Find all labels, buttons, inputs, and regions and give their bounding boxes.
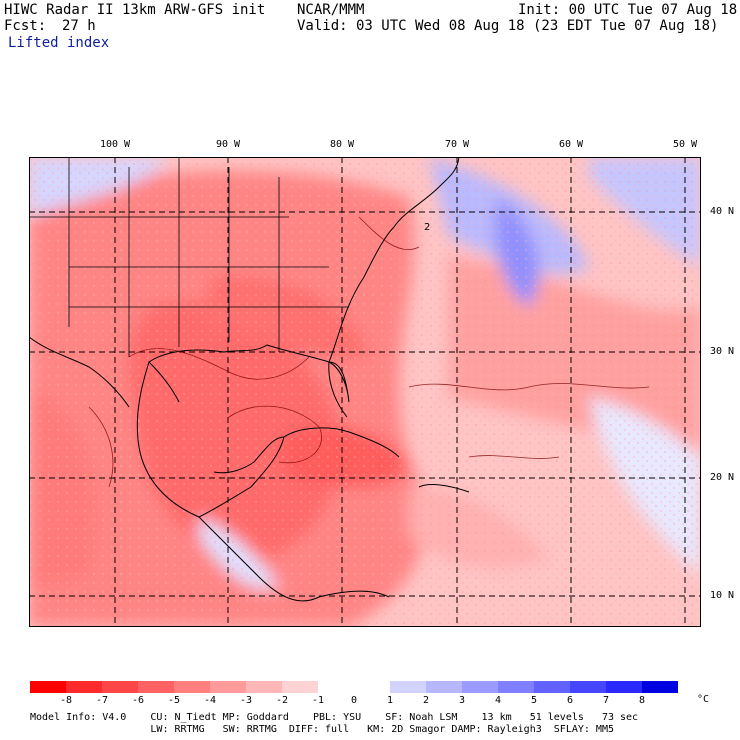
lon-label-100w: 100 W xyxy=(99,139,131,150)
colorbar-tick-label: 0 xyxy=(350,695,358,706)
colorbar-cell xyxy=(318,681,354,693)
colorbar-tick-label: -6 xyxy=(131,695,145,706)
colorbar-tick-label: -7 xyxy=(95,695,109,706)
lon-label-70w: 70 W xyxy=(444,139,470,150)
lat-label-30n: 30 N xyxy=(710,346,735,357)
hispaniola-outline xyxy=(418,484,470,493)
lat-label-20n: 20 N xyxy=(710,472,735,483)
lon-label-90w: 90 W xyxy=(215,139,241,150)
colorbar-unit: °C xyxy=(697,694,710,705)
colorbar-cell xyxy=(174,681,210,693)
colorbar-cell xyxy=(390,681,426,693)
fcst-value: 27 h xyxy=(62,18,96,34)
colorbar-cell xyxy=(570,681,606,693)
colorbar-tick-label: 4 xyxy=(494,695,502,706)
lat-label-40n: 40 N xyxy=(710,206,735,217)
model-title: HIWC Radar II 13km ARW-GFS init xyxy=(4,2,266,18)
init-time: Init: 00 UTC Tue 07 Aug 18 xyxy=(518,2,738,18)
state-borders xyxy=(29,157,349,357)
colorbar-cell xyxy=(642,681,678,693)
coastlines xyxy=(29,157,470,602)
gulf-coast-outline xyxy=(148,344,350,403)
lon-label-50w: 50 W xyxy=(672,139,698,150)
colorbar-cell xyxy=(498,681,534,693)
model-info-line1: Model Info: V4.0 CU: N_Tiedt MP: Goddard… xyxy=(30,712,639,723)
colorbar-cell xyxy=(138,681,174,693)
lon-label-60w: 60 W xyxy=(558,139,584,150)
lifted-index-map: 2 xyxy=(29,157,701,627)
contour-label: 2 xyxy=(424,222,430,233)
colorbar-tick-label: -8 xyxy=(59,695,73,706)
lon-label-80w: 80 W xyxy=(329,139,355,150)
colorbar-tick-label: 2 xyxy=(422,695,430,706)
colorbar-tick-label: -4 xyxy=(203,695,217,706)
colorbar-tick-label: -2 xyxy=(275,695,289,706)
colorbar-tick-label: 6 xyxy=(566,695,574,706)
mexico-outline xyxy=(136,361,285,518)
colorbar-cell xyxy=(246,681,282,693)
central-america-outline xyxy=(198,516,390,602)
florida-outline xyxy=(328,361,348,418)
colorbar-cell xyxy=(426,681,462,693)
east-coast-outline xyxy=(328,157,460,363)
map-frame xyxy=(29,157,701,627)
colorbar-tick-label: 3 xyxy=(458,695,466,706)
colorbar-cell xyxy=(282,681,318,693)
colorbar xyxy=(30,681,678,693)
colorbar-tick-label: 5 xyxy=(530,695,538,706)
colorbar-tick-label: 7 xyxy=(602,695,610,706)
colorbar-cell xyxy=(30,681,66,693)
colorbar-cell xyxy=(534,681,570,693)
model-info-line2: LW: RRTMG SW: RRTMG DIFF: full KM: 2D Sm… xyxy=(30,724,614,735)
colorbar-cell xyxy=(354,681,390,693)
colorbar-cell xyxy=(66,681,102,693)
colorbar-cell xyxy=(102,681,138,693)
org-label: NCAR/MMM xyxy=(297,2,365,18)
field-name: Lifted index xyxy=(8,35,110,51)
colorbar-tick-label: 1 xyxy=(386,695,394,706)
colorbar-tick-label: -1 xyxy=(311,695,325,706)
valid-time: Valid: 03 UTC Wed 08 Aug 18 (23 EDT Tue … xyxy=(297,18,719,34)
colorbar-tick-label: -5 xyxy=(167,695,181,706)
cuba-outline xyxy=(283,427,400,458)
colorbar-tick-label: -3 xyxy=(239,695,253,706)
colorbar-cell xyxy=(210,681,246,693)
colorbar-tick-label: 8 xyxy=(638,695,646,706)
baja-outline xyxy=(29,336,130,408)
lat-lon-grid xyxy=(29,157,701,627)
colorbar-cell xyxy=(462,681,498,693)
fcst-label: Fcst: xyxy=(4,18,47,34)
lat-label-10n: 10 N xyxy=(710,590,735,601)
colorbar-cell xyxy=(606,681,642,693)
contours xyxy=(88,216,650,488)
